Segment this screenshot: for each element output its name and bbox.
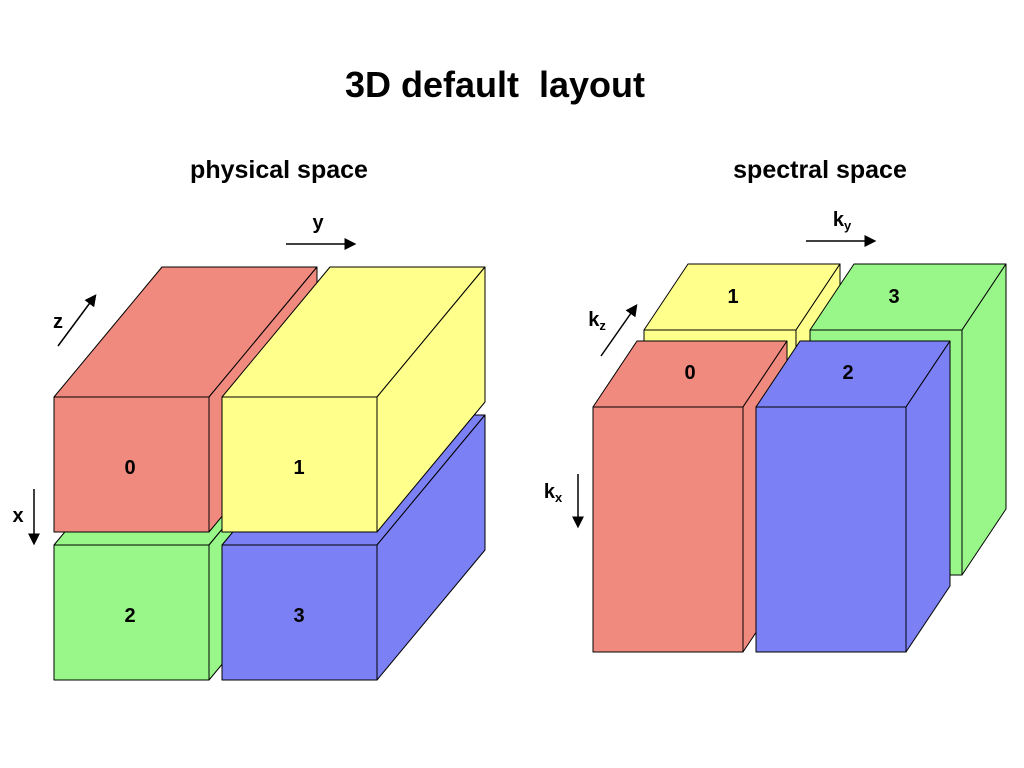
- x-axis-label: x: [12, 505, 23, 527]
- block-label: 1: [293, 457, 304, 479]
- block-front-face: [755, 406, 907, 653]
- z-axis-label: z: [53, 311, 63, 333]
- spectral-space-diagram: 1 3 0 2: [592, 263, 1007, 653]
- block-front-face: [53, 396, 210, 533]
- ky-axis-label: ky: [833, 209, 852, 233]
- block-label: 3: [293, 605, 304, 627]
- z-axis-arrow: [57, 294, 97, 347]
- physical-space-heading: physical space: [190, 156, 368, 184]
- block-label: 0: [124, 457, 135, 479]
- spectral-axes: ky kz kx: [544, 209, 877, 529]
- block-front-face: [53, 544, 210, 681]
- physical-space-diagram: 2 3 0 1: [53, 266, 486, 681]
- y-axis-label: y: [312, 212, 324, 234]
- spectral-block-2: 2: [755, 340, 951, 653]
- page-title: 3D default layout: [344, 64, 646, 105]
- block-label: 2: [124, 605, 135, 627]
- block-front-face: [221, 544, 378, 681]
- kz-axis-arrow: [600, 304, 638, 357]
- physical-axes: y z x: [12, 212, 357, 546]
- physical-block-1: 1: [221, 266, 486, 533]
- spectral-space-heading: spectral space: [733, 156, 907, 184]
- block-front-face: [592, 406, 744, 653]
- block-label: 0: [684, 362, 695, 384]
- block-front-face: [221, 396, 378, 533]
- block-label: 3: [888, 286, 899, 308]
- block-label: 2: [842, 362, 853, 384]
- kx-axis-label: kx: [544, 481, 563, 505]
- block-label: 1: [727, 286, 738, 308]
- kz-axis-label: kz: [588, 309, 606, 333]
